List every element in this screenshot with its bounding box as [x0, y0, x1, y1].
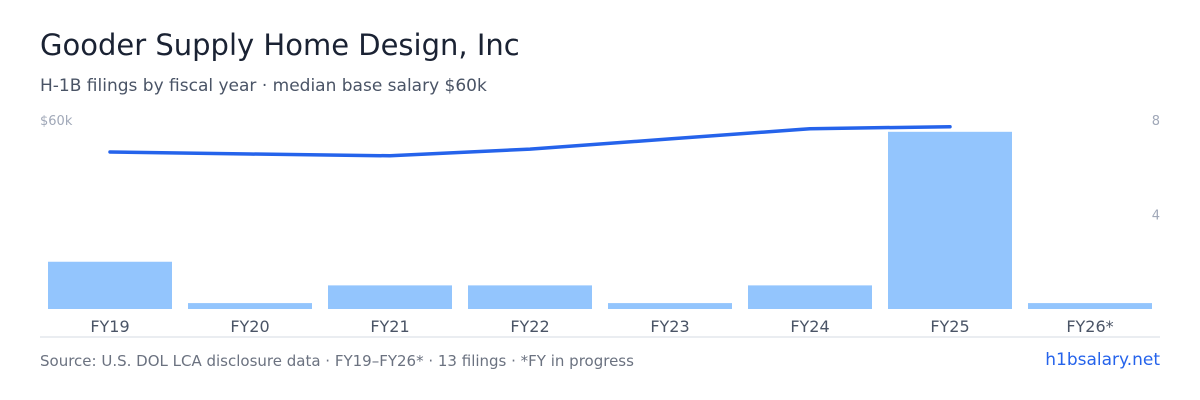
right-axis-tick: 8 [1152, 114, 1160, 129]
x-tick-label: FY24 [790, 317, 829, 336]
x-tick-label: FY26* [1066, 317, 1113, 336]
x-tick-label: FY19 [90, 317, 129, 336]
chart-subtitle: H-1B filings by fiscal year · median bas… [40, 76, 487, 96]
right-axis-tick: 4 [1152, 209, 1160, 224]
x-tick-label: FY22 [510, 317, 549, 336]
x-tick-label: FY23 [650, 317, 689, 336]
bars-layer [48, 131, 1152, 309]
x-tick-label: FY21 [370, 317, 409, 336]
salary-line [108, 124, 952, 158]
x-tick-label: FY25 [930, 317, 969, 336]
bar-fy24 [748, 285, 872, 309]
bar-fy25 [888, 131, 1012, 309]
bar-fy22 [468, 285, 592, 309]
brand-link[interactable]: h1bsalary.net [1045, 350, 1160, 370]
chart-title: Gooder Supply Home Design, Inc [40, 28, 520, 62]
bar-fy21 [328, 285, 452, 309]
bar-fy19 [48, 261, 172, 309]
source-note: Source: U.S. DOL LCA disclosure data · F… [40, 352, 634, 370]
bar-fy23 [608, 303, 732, 309]
axis-layer: FY19 FY20 FY21 FY22 FY23 FY24 FY25 FY26* $60k 8 4 [40, 114, 1160, 338]
left-axis-label: $60k [40, 114, 73, 129]
bar-fy26 [1028, 303, 1152, 309]
bar-fy20 [188, 303, 312, 309]
line-layer [108, 124, 952, 158]
x-tick-label: FY20 [230, 317, 269, 336]
